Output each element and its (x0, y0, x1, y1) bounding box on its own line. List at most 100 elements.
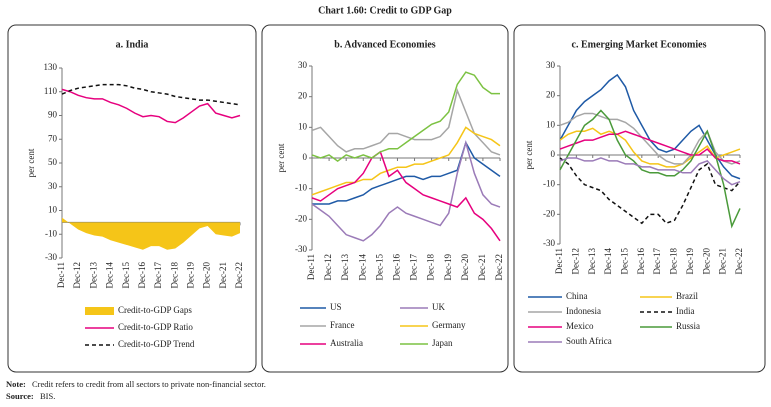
line (559, 157, 741, 225)
y-tick-label: 130 (44, 62, 58, 72)
note-label: Note: (6, 379, 26, 389)
x-tick-label: Dec-16 (137, 262, 147, 289)
area (62, 217, 240, 250)
legend-label: India (676, 306, 695, 316)
y-tick-label: 30 (48, 181, 58, 191)
panel-frame (7, 24, 257, 373)
line (559, 130, 741, 165)
panel-title: a. India (116, 39, 149, 50)
line (312, 140, 501, 205)
x-tick-label: Dec-22 (234, 262, 244, 289)
x-tick-label: Dec-16 (636, 248, 646, 275)
y-tick-label: 50 (48, 157, 58, 167)
y-tick-label: 30 (298, 60, 308, 70)
page-title: Chart 1.60: Credit to GDP Gap (318, 5, 452, 16)
x-tick-label: Dec-14 (357, 254, 367, 281)
y-tick-label: -10 (295, 183, 307, 193)
y-tick-label: 20 (298, 91, 308, 101)
x-tick-label: Dec-19 (186, 262, 196, 289)
x-tick-label: Dec-18 (669, 248, 679, 275)
x-tick-label: Dec-11 (554, 248, 564, 274)
x-tick-label: Dec-22 (494, 254, 504, 281)
line (311, 71, 500, 162)
y-tick-label: 30 (546, 60, 556, 70)
x-tick-label: Dec-20 (202, 262, 212, 289)
x-tick-label: Dec-16 (392, 254, 402, 281)
x-tick-label: Dec-13 (587, 248, 597, 275)
y-axis-label: per cent (524, 140, 534, 169)
y-tick-label: -10 (45, 228, 57, 238)
legend-label: Russia (676, 321, 700, 331)
y-tick-label: -20 (543, 208, 555, 218)
legend-label: Credit-to-GDP Ratio (118, 322, 193, 332)
x-tick-label: Dec-15 (620, 248, 630, 275)
x-tick-label: Dec-14 (603, 248, 613, 275)
line (559, 109, 741, 229)
line (311, 139, 501, 242)
x-tick-label: Dec-11 (56, 262, 66, 288)
source-label: Source: (6, 391, 34, 401)
line (311, 88, 501, 156)
x-tick-label: Dec-15 (121, 262, 131, 289)
x-tick-label: Dec-11 (306, 254, 316, 280)
x-tick-label: Dec-17 (652, 248, 662, 275)
y-axis-label: per cent (276, 143, 286, 172)
y-tick-label: 70 (48, 133, 58, 143)
x-tick-label: Dec-20 (460, 254, 470, 281)
line (559, 127, 741, 168)
legend-label: Germany (432, 320, 466, 330)
y-tick-label: 20 (546, 90, 556, 100)
legend-swatch (85, 307, 114, 315)
legend-label: US (330, 302, 342, 312)
legend-label: Credit-to-GDP Gaps (118, 305, 192, 315)
legend-label: UK (432, 302, 445, 312)
legend-label: Credit-to-GDP Trend (118, 339, 195, 349)
line (311, 150, 501, 242)
note: Credit refers to credit from all sectors… (32, 379, 266, 389)
source: BIS. (40, 391, 55, 401)
y-tick-label: 90 (48, 110, 58, 120)
x-tick-label: Dec-15 (374, 254, 384, 281)
x-tick-label: Dec-20 (701, 248, 711, 275)
x-tick-label: Dec-18 (169, 262, 179, 289)
x-tick-label: Dec-12 (72, 262, 82, 289)
y-tick-label: 10 (48, 205, 58, 215)
line (61, 83, 241, 106)
panel-title: c. Emerging Market Economies (572, 39, 707, 50)
x-tick-label: Dec-21 (718, 248, 728, 275)
legend-label: Japan (432, 338, 453, 348)
line (61, 88, 241, 124)
legend-label: Brazil (676, 291, 698, 301)
line (559, 157, 741, 186)
y-tick-label: -30 (45, 252, 57, 262)
line (311, 126, 501, 196)
y-tick-label: 10 (298, 121, 308, 131)
y-tick-label: 110 (44, 86, 58, 96)
x-tick-label: Dec-14 (105, 262, 115, 289)
panel-title: b. Advanced Economies (334, 39, 436, 50)
panel-frame (261, 24, 509, 373)
x-tick-label: Dec-12 (570, 248, 580, 275)
x-tick-label: Dec-21 (477, 254, 487, 281)
legend-label: Mexico (566, 321, 594, 331)
x-tick-label: Dec-18 (426, 254, 436, 281)
legend-label: France (330, 320, 355, 330)
legend-label: South Africa (566, 336, 612, 346)
x-tick-label: Dec-13 (340, 254, 350, 281)
legend-label: China (566, 291, 588, 301)
x-tick-label: Dec-13 (88, 262, 98, 289)
y-tick-label: -20 (295, 213, 307, 223)
y-axis-label: per cent (26, 148, 36, 177)
x-tick-label: Dec-12 (323, 254, 333, 281)
legend-label: Australia (330, 338, 363, 348)
x-tick-label: Dec-22 (734, 248, 744, 275)
x-tick-label: Dec-21 (218, 262, 228, 289)
x-tick-label: Dec-19 (685, 248, 695, 275)
x-tick-label: Dec-17 (153, 262, 163, 289)
y-tick-label: -30 (543, 238, 555, 248)
y-tick-label: -30 (295, 244, 307, 254)
legend-label: Indonesia (566, 306, 601, 316)
x-tick-label: Dec-17 (409, 254, 419, 281)
y-tick-label: 0 (551, 149, 556, 159)
